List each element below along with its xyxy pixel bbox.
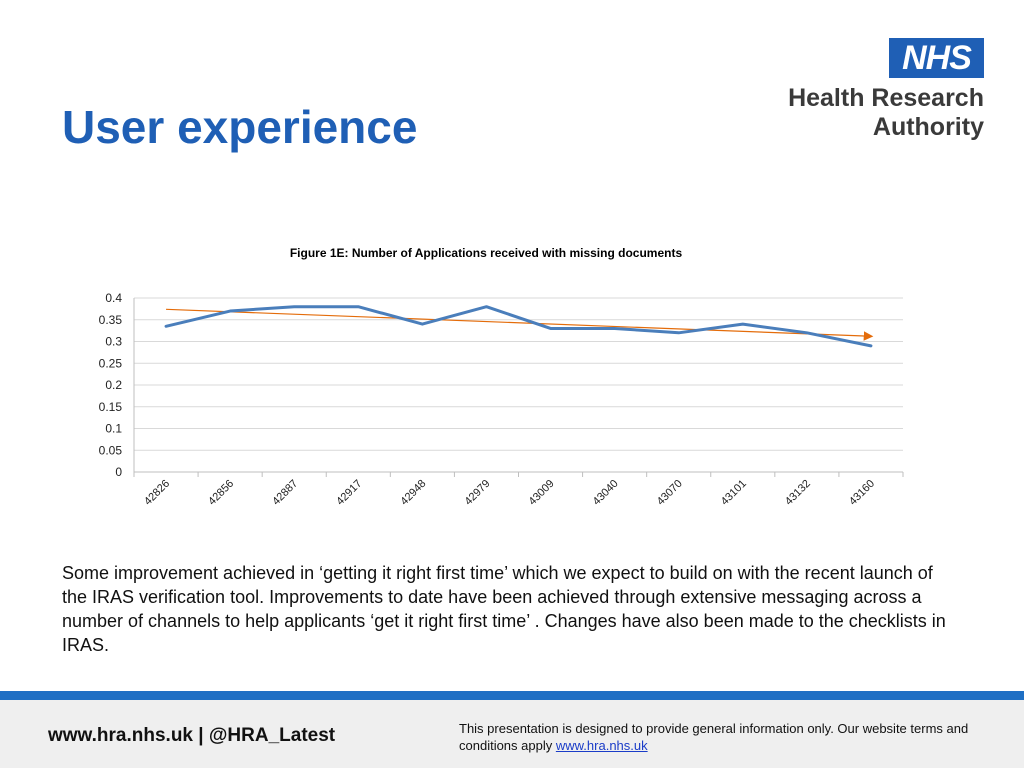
y-tick-label: 0.25 <box>99 356 123 370</box>
logo-line-1: Health Research <box>788 84 984 112</box>
terms-link[interactable]: www.hra.nhs.uk <box>555 738 648 753</box>
footer-contact: www.hra.nhs.uk | @HRA_Latest <box>48 725 335 747</box>
data-point <box>293 306 295 308</box>
y-tick-label: 0.15 <box>99 400 123 414</box>
data-point <box>550 327 552 329</box>
data-point <box>742 323 744 325</box>
x-tick-label: 42948 <box>398 478 428 508</box>
y-tick-label: 0.1 <box>105 422 122 436</box>
footer-site[interactable]: www.hra.nhs.uk <box>48 725 193 746</box>
data-point <box>870 345 872 347</box>
x-tick-label: 43101 <box>719 478 749 508</box>
data-point <box>678 332 680 334</box>
x-tick-label: 43070 <box>655 478 685 508</box>
nhs-badge: NHS <box>889 38 984 78</box>
y-tick-label: 0.05 <box>99 443 123 457</box>
data-point <box>485 306 487 308</box>
footer-disclaimer: This presentation is designed to provide… <box>459 720 999 754</box>
footer: www.hra.nhs.uk | @HRA_Latest This presen… <box>0 700 1024 768</box>
data-point <box>421 323 423 325</box>
y-tick-label: 0.2 <box>105 378 122 392</box>
footer-divider <box>0 691 1024 700</box>
x-tick-label: 43160 <box>847 478 877 508</box>
data-point <box>165 325 167 327</box>
hra-logo: NHS Health Research Authority <box>784 38 984 148</box>
line-chart: 0 0.05 0.1 0.15 0.2 0.25 0.3 0.35 0.4 42826 42856 4… <box>99 291 904 508</box>
x-tick-label: 43009 <box>527 478 557 508</box>
x-tick-label: 42887 <box>270 478 300 508</box>
body-text: Some improvement achieved in ‘getting it… <box>62 563 946 655</box>
x-tick-label: 43040 <box>591 478 621 508</box>
footer-handle[interactable]: @HRA_Latest <box>208 725 336 746</box>
x-tick-label: 42856 <box>206 478 236 508</box>
x-tick-label: 42917 <box>334 478 364 508</box>
logo-line-2: Authority <box>872 113 984 141</box>
data-point <box>229 310 231 312</box>
y-tick-label: 0 <box>115 465 122 479</box>
slide-title: User experience <box>62 101 418 153</box>
disclaimer-text: This presentation is designed to provide… <box>459 721 969 753</box>
series-line <box>164 305 873 348</box>
x-tick-label: 43132 <box>783 478 813 508</box>
trendline <box>166 308 874 341</box>
footer-separator: | <box>198 725 204 746</box>
x-tick-label: 42826 <box>142 478 172 508</box>
x-tick-label: 42979 <box>462 478 492 508</box>
data-point <box>614 327 616 329</box>
chart-title: Figure 1E: Number of Applications receiv… <box>289 246 683 260</box>
data-point <box>357 306 359 308</box>
y-tick-label: 0.35 <box>99 313 123 327</box>
data-point <box>806 332 808 334</box>
y-tick-label: 0.3 <box>105 335 122 349</box>
y-tick-label: 0.4 <box>105 291 122 305</box>
